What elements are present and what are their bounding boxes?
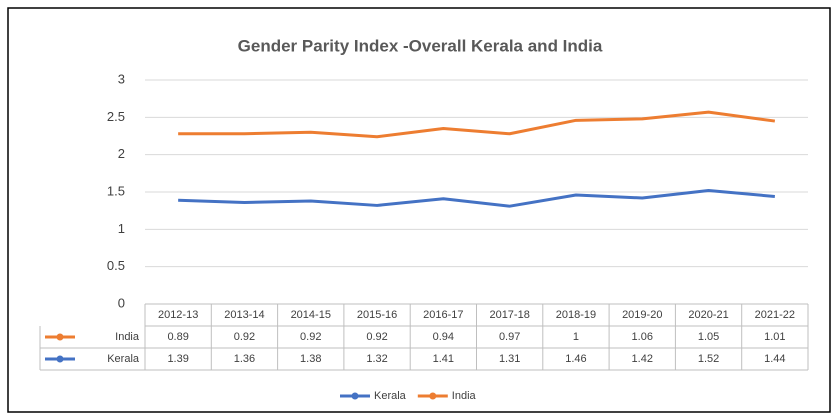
chart-title: Gender Parity Index -Overall Kerala and … bbox=[238, 36, 603, 55]
x-tick-label: 2020-21 bbox=[688, 309, 728, 321]
x-tick-label: 2015-16 bbox=[357, 309, 397, 321]
table-series-label: Kerala bbox=[107, 353, 140, 365]
table-value: 1.36 bbox=[234, 353, 255, 365]
table-value: 1.42 bbox=[632, 353, 653, 365]
table-legend-key bbox=[56, 333, 64, 341]
y-tick-label: 1 bbox=[118, 221, 125, 236]
frame bbox=[7, 7, 831, 413]
line-series bbox=[178, 189, 775, 208]
legend-label: India bbox=[452, 390, 477, 402]
table-value: 0.92 bbox=[366, 331, 387, 343]
table-value: 1.41 bbox=[433, 353, 454, 365]
legend-key bbox=[429, 392, 437, 400]
y-tick-label: 0 bbox=[118, 295, 125, 310]
table-value: 1.46 bbox=[565, 353, 586, 365]
table-value: 0.92 bbox=[234, 331, 255, 343]
legend-key bbox=[351, 392, 359, 400]
table-value: 1.31 bbox=[499, 353, 520, 365]
line-series bbox=[178, 110, 776, 139]
y-tick-label: 2 bbox=[118, 146, 125, 161]
y-tick-label: 2.5 bbox=[107, 109, 125, 124]
table-value: 1.44 bbox=[764, 353, 785, 365]
table-value: 1.06 bbox=[632, 331, 653, 343]
table-value: 1.01 bbox=[764, 331, 785, 343]
x-tick-label: 2019-20 bbox=[622, 309, 662, 321]
x-tick-label: 2014-15 bbox=[291, 309, 331, 321]
table-value: 1.39 bbox=[167, 353, 188, 365]
y-tick-label: 1.5 bbox=[107, 183, 125, 198]
y-tick-label: 0.5 bbox=[107, 258, 125, 273]
table-value: 1.52 bbox=[698, 353, 719, 365]
table-value: 1.05 bbox=[698, 331, 719, 343]
x-tick-label: 2016-17 bbox=[423, 309, 463, 321]
x-tick-label: 2012-13 bbox=[158, 309, 198, 321]
table-value: 0.97 bbox=[499, 331, 520, 343]
table-series-label: India bbox=[115, 331, 140, 343]
table-value: 1 bbox=[573, 331, 579, 343]
table-legend-key bbox=[56, 355, 64, 363]
table-value: 1.38 bbox=[300, 353, 321, 365]
x-tick-label: 2021-22 bbox=[755, 309, 795, 321]
x-tick-label: 2013-14 bbox=[224, 309, 264, 321]
x-tick-label: 2017-18 bbox=[489, 309, 529, 321]
y-tick-label: 3 bbox=[118, 71, 125, 86]
table-value: 0.94 bbox=[433, 331, 454, 343]
legend-label: Kerala bbox=[374, 390, 407, 402]
table-value: 0.89 bbox=[167, 331, 188, 343]
table-value: 1.32 bbox=[366, 353, 387, 365]
x-tick-label: 2018-19 bbox=[556, 309, 596, 321]
table-value: 0.92 bbox=[300, 331, 321, 343]
